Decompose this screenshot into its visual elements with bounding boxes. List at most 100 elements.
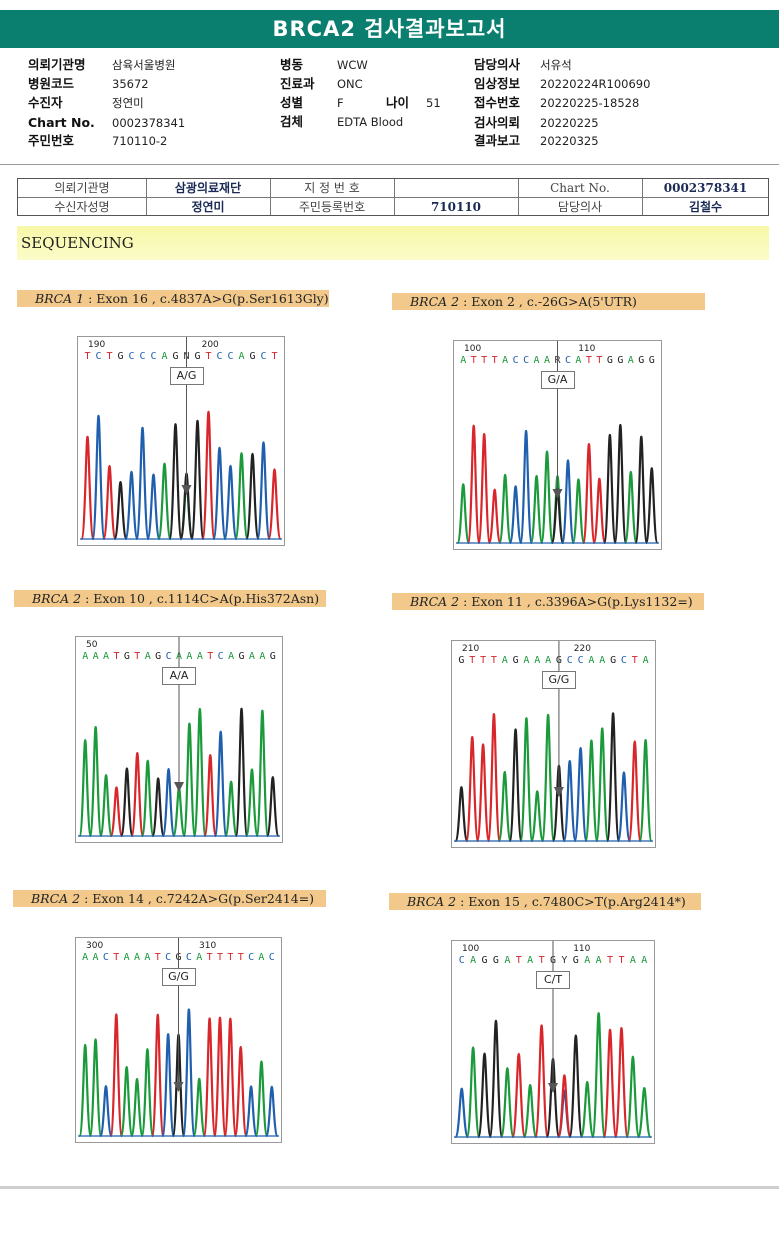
variant-label: BRCA 2 : Exon 2 , c.-26G>A(5'UTR) — [392, 293, 705, 310]
base-call: C — [186, 952, 192, 963]
trace-peak — [534, 1024, 549, 1139]
base-call: T — [618, 955, 624, 966]
trace-peak — [190, 419, 205, 541]
base-call: A — [134, 952, 140, 963]
trace-peak — [80, 435, 95, 541]
trace-peak — [634, 435, 649, 545]
base-call: Y — [561, 955, 567, 966]
base-call: A — [575, 355, 581, 366]
info-value: 삼육서울병원 — [112, 58, 176, 72]
trace-peak — [499, 1067, 515, 1139]
position-number: 220 — [574, 644, 591, 654]
base-call: T — [207, 651, 213, 662]
info-value: 서유석 — [540, 58, 572, 72]
trace-peak — [602, 1028, 618, 1139]
base-call: C — [103, 952, 109, 963]
trace-peak — [146, 473, 161, 541]
base-call: A — [534, 655, 540, 666]
base-call: A — [145, 651, 151, 662]
base-call: G — [638, 355, 644, 366]
header-separator — [0, 164, 779, 165]
trace-peak — [161, 768, 176, 838]
position-number: 190 — [88, 340, 105, 350]
position-number: 200 — [202, 340, 219, 350]
table-divider — [270, 179, 271, 215]
trace-peak — [557, 1074, 572, 1139]
trace-peak — [256, 441, 271, 541]
base-call: C — [218, 651, 224, 662]
genotype-box: C/T — [536, 971, 570, 989]
gene-name: BRCA 2 — [407, 894, 457, 909]
genotype-box: G/G — [541, 671, 576, 689]
base-call: T — [586, 355, 592, 366]
base-call: T — [632, 655, 638, 666]
chromatogram-trace: 190200TCTGCCCAGNGTCCAGCT — [80, 337, 282, 541]
reference-table: 의뢰기관명 삼광의료재단 지 정 번 호 Chart No. 000237834… — [17, 178, 769, 216]
doctor-value: 김철수 — [688, 200, 723, 214]
base-call: G — [573, 955, 579, 966]
base-call: A — [596, 955, 602, 966]
trace-peak — [161, 1033, 175, 1138]
chromatogram-trace: 100110ATTTACCAARCATTGGAGG — [456, 341, 659, 545]
trace-peak — [454, 786, 469, 843]
base-call: A — [82, 651, 88, 662]
arrow-down-icon — [548, 1083, 558, 1093]
trace-peak — [623, 470, 638, 545]
gene-name: BRCA 2 — [410, 594, 460, 609]
chromatogram: 190200TCTGCCCAGNGTCCAGCTA/G — [77, 336, 285, 546]
base-call: G — [194, 351, 200, 362]
trace-peak — [644, 467, 659, 545]
trace-peak — [592, 477, 607, 545]
trace-peak — [265, 1085, 279, 1138]
arrow-down-icon — [553, 787, 564, 797]
trace-peak — [130, 1078, 144, 1138]
trace-peak — [109, 1013, 124, 1138]
info-label: 담당의사 — [474, 57, 521, 72]
chromatogram-trace: 210220GTTTAGAAAGCCAAGCTA — [454, 641, 653, 843]
footer-separator — [0, 1186, 779, 1189]
table-divider — [394, 179, 395, 215]
info-label: 주민번호 — [28, 133, 75, 148]
trace-peak — [595, 727, 610, 843]
trace-peak — [150, 1013, 165, 1138]
base-call: T — [271, 351, 277, 362]
trace-peak — [486, 712, 501, 843]
info-value: 정연미 — [112, 96, 144, 110]
trace-peak — [91, 414, 106, 541]
base-call: A — [527, 955, 533, 966]
base-call: G — [172, 351, 178, 362]
base-call: T — [205, 351, 211, 362]
table-divider — [146, 179, 147, 215]
chromatogram-trace: 300310AACTAAATCGCATTTTCAC — [78, 938, 279, 1138]
base-call: C — [216, 351, 222, 362]
trace-peak — [140, 1048, 155, 1138]
trace-peak — [519, 429, 533, 545]
base-call: C — [260, 351, 266, 362]
base-call: A — [534, 355, 540, 366]
trace-peak — [571, 478, 586, 545]
chromatogram: 300310AACTAAATCGCATTTTCACG/G — [75, 937, 282, 1143]
position-number: 110 — [578, 344, 595, 354]
trace-peak — [614, 1027, 629, 1139]
position-number: 310 — [199, 941, 216, 951]
base-call: A — [544, 355, 550, 366]
trace-peak — [579, 1081, 595, 1139]
trace-peak — [465, 735, 480, 843]
base-call: A — [584, 955, 590, 966]
genotype-box: A/A — [162, 667, 196, 685]
trace-peak — [78, 739, 93, 838]
position-number: 50 — [86, 640, 98, 650]
base-call: T — [207, 952, 213, 963]
trace-peak — [584, 739, 599, 843]
position-number: 100 — [464, 344, 481, 354]
base-call: C — [150, 351, 156, 362]
patient-info: 의뢰기관명 삼육서울병원 병원코드 35672 수진자 정연미 Chart No… — [0, 0, 779, 160]
trace-peak — [568, 1034, 584, 1139]
info-label: 검체 — [280, 114, 304, 129]
trace-peak — [245, 768, 259, 838]
trace-peak — [203, 753, 218, 838]
base-call: C — [165, 952, 171, 963]
base-call: C — [578, 655, 584, 666]
base-call: T — [480, 655, 486, 666]
report-title: BRCA2 검사결과보고서 — [0, 10, 779, 48]
